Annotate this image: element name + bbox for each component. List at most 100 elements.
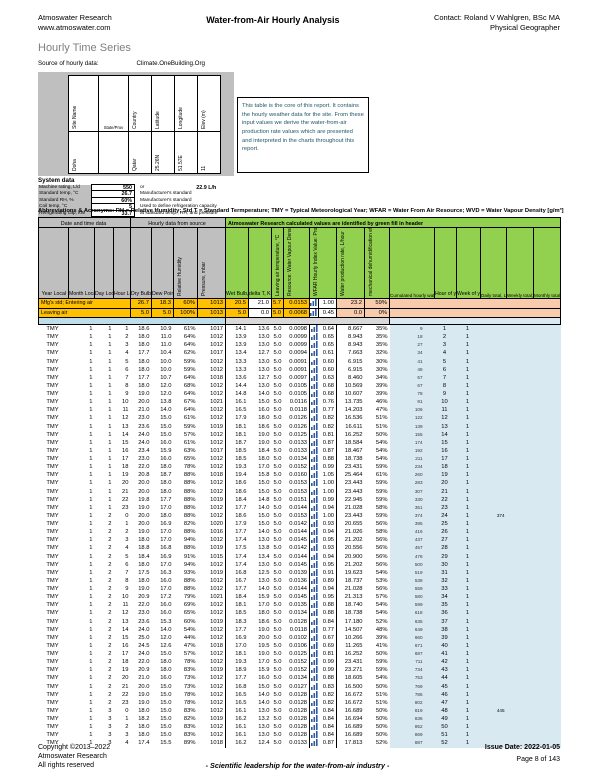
cell: 51 bbox=[434, 731, 457, 740]
cell: 0.0144 bbox=[289, 553, 308, 560]
cell bbox=[533, 585, 561, 594]
data-bar-icon bbox=[309, 365, 319, 374]
cell: 1 bbox=[108, 391, 112, 398]
cell: 2 bbox=[108, 634, 112, 641]
cell bbox=[480, 463, 507, 472]
cell: 2 bbox=[108, 675, 112, 682]
cell bbox=[506, 406, 534, 415]
abbreviations-line: Abbreviations & Acronyms: RH = Relative … bbox=[38, 208, 564, 214]
table-row: TMY 1 2 1 20.0 16.9 82% 1020 17.9 15.0 5.0 0.0142 0.… bbox=[39, 520, 561, 529]
col-water-production: Water production rate, L/hour bbox=[336, 227, 366, 299]
cell bbox=[533, 641, 561, 651]
cell: 0.0153 bbox=[289, 480, 308, 487]
cell: 1 bbox=[89, 740, 93, 747]
cell: TMY bbox=[46, 699, 59, 706]
cell bbox=[533, 593, 561, 602]
cell: 1017 bbox=[210, 350, 224, 357]
sd-note: Used to define refrigeration capacity bbox=[140, 204, 217, 210]
cell: 1 bbox=[89, 724, 93, 731]
cell: 0.61 bbox=[318, 349, 338, 358]
cell: 18.8 bbox=[138, 545, 150, 552]
cell: 1013 bbox=[196, 298, 227, 309]
table-row: TMY 1 1 16 23.4 15.9 63% 1017 18.5 18.4 5.0 0.0133 0… bbox=[39, 446, 561, 456]
cell: 211 bbox=[389, 455, 435, 464]
cell: TMY bbox=[46, 488, 59, 495]
cell: 0.87 bbox=[318, 739, 338, 748]
cell: 2 bbox=[108, 553, 112, 560]
cell: 65% bbox=[183, 610, 196, 617]
cell bbox=[480, 617, 507, 626]
cell: 0.0144 bbox=[289, 504, 308, 511]
contact-line: Contact: Roland V Wahlgren, BSc MA bbox=[433, 13, 560, 22]
cell: 1 bbox=[108, 334, 112, 341]
table-row: TMY 1 2 5 18.4 16.9 91% 1015 17.4 13.4 5.0 0.0144 0.… bbox=[39, 552, 561, 561]
cell: 12.7 bbox=[258, 350, 270, 357]
cell: 12.4 bbox=[258, 740, 270, 747]
cell: 16.7 bbox=[225, 576, 249, 586]
col-monthly-total: Monthly total, L bbox=[533, 227, 562, 299]
cell: 0.0128 bbox=[289, 732, 308, 739]
cell bbox=[506, 349, 534, 358]
cell: 1018 bbox=[210, 642, 224, 649]
cell: 17.813 bbox=[344, 740, 363, 747]
cell: 0.94 bbox=[318, 552, 338, 561]
cell: 0.0133 bbox=[289, 740, 308, 747]
cell: 0.0128 bbox=[289, 716, 308, 723]
cell: TMY bbox=[46, 334, 59, 341]
cell: 0.0125 bbox=[289, 431, 308, 438]
cell: 23.431 bbox=[344, 464, 363, 471]
cell: 5.0 bbox=[273, 626, 282, 633]
cell: 5.0 bbox=[273, 634, 282, 641]
cell: 59% bbox=[375, 488, 388, 495]
cell: 40 bbox=[434, 641, 457, 651]
cell: 17.7 bbox=[225, 585, 249, 594]
cell: 1 bbox=[89, 464, 93, 471]
cell: 88% bbox=[183, 480, 196, 487]
cell: 30 bbox=[434, 560, 457, 569]
cell bbox=[480, 536, 507, 545]
cell: 445 bbox=[480, 706, 507, 716]
cell bbox=[480, 455, 507, 464]
sd-note: Manufacturer's standard bbox=[140, 191, 192, 197]
cell: 16.8 bbox=[225, 682, 249, 691]
cell bbox=[533, 560, 561, 569]
cell: 18.0 bbox=[160, 659, 172, 666]
cell: 24.0 bbox=[138, 439, 150, 446]
site-elev-value: 11 bbox=[197, 131, 221, 174]
cell: 5.0 bbox=[273, 472, 282, 479]
cell bbox=[506, 324, 534, 334]
cell: 2 bbox=[108, 610, 112, 617]
table-row: TMY 1 2 10 20.9 17.2 79% 1021 18.4 15.9 5.0 0.0145 0… bbox=[39, 593, 561, 602]
cell: 5.0 bbox=[273, 683, 282, 690]
cell: 13 bbox=[122, 423, 129, 430]
cell: 5.0 bbox=[273, 529, 282, 536]
cell: 16 bbox=[122, 642, 129, 649]
cell: 15.0 bbox=[160, 724, 172, 731]
cell: 1 bbox=[125, 716, 129, 723]
cell bbox=[480, 365, 507, 374]
data-bar-icon bbox=[309, 381, 319, 391]
cell: 1 bbox=[456, 422, 481, 431]
cell: 1 bbox=[456, 552, 481, 561]
cell: 15.0 bbox=[160, 732, 172, 739]
site-col-latitude: Latitude bbox=[151, 75, 175, 132]
cell: 64% bbox=[183, 334, 196, 341]
cell: 79% bbox=[183, 594, 196, 601]
cell: 13.6 bbox=[225, 373, 249, 382]
system-data-title: System data bbox=[38, 177, 75, 184]
cell: TMY bbox=[46, 456, 59, 463]
cell: 13.8 bbox=[160, 399, 172, 406]
cell: 54% bbox=[183, 626, 196, 633]
data-bar-icon bbox=[309, 690, 319, 699]
cell: 0.0128 bbox=[289, 707, 308, 714]
cell: 5.0 bbox=[273, 423, 282, 430]
cell: TMY bbox=[46, 610, 59, 617]
cell: 32 bbox=[434, 576, 457, 586]
cell: 5.7 bbox=[271, 298, 285, 309]
cell bbox=[480, 373, 507, 382]
data-bar-icon bbox=[309, 674, 319, 683]
cell bbox=[480, 446, 507, 456]
system-data-section: System data Machine rating, L/d 550 or 2… bbox=[38, 177, 438, 217]
cell bbox=[533, 446, 561, 456]
cell: 14.0 bbox=[258, 699, 270, 706]
